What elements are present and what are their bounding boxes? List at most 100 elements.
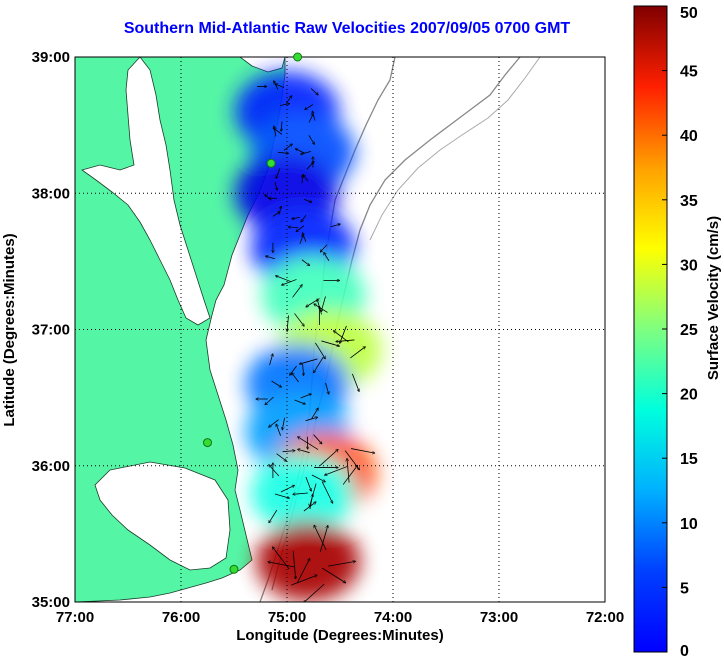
velocity-vector [279,104,289,106]
velocity-vector [301,215,307,222]
velocity-vector [285,96,292,104]
radar-station-marker [203,438,212,448]
x-tick-label: 77:00 [56,609,94,626]
velocity-vector [300,358,318,364]
colorbar-tick-label: 0 [680,643,689,659]
colorbar-tick-label: 5 [680,580,689,597]
radar-station-marker [293,52,303,62]
velocity-vector [304,583,325,602]
velocity-vector [319,526,328,553]
velocity-vector [305,476,311,491]
x-tick-label: 74:00 [374,609,412,626]
velocity-vector [265,396,274,405]
velocity-vector [296,225,305,232]
velocity-vector [311,474,325,482]
x-tick-label: 76:00 [162,609,200,626]
isobath-line [369,57,541,241]
velocity-vector [280,485,294,493]
velocity-vector [266,256,276,260]
velocity-vector [319,450,338,466]
velocity-vector [308,135,315,144]
velocity-vector [296,559,310,584]
colorbar-label: Surface Velocity (cm/s) [705,216,722,380]
velocity-vector [273,547,290,570]
velocity-vector [310,88,318,95]
colorbar-tick-label: 50 [680,5,698,22]
velocity-vector [330,224,340,228]
velocity-vector [274,126,277,137]
velocity-vector [328,561,355,567]
velocity-vector [281,121,282,132]
velocity-vector [301,259,310,266]
velocity-vector [287,315,288,331]
colorbar-tick-label: 10 [680,516,698,533]
radar-station-marker [229,564,239,574]
velocity-vector [295,149,306,154]
velocity-vector [303,502,316,512]
velocity-vector [265,195,272,201]
y-tick-label: 38:00 [32,185,70,202]
velocity-vector [271,380,282,387]
velocity-vector [283,144,292,151]
velocity-vector [342,465,357,485]
velocity-vector [290,365,297,375]
colorbar-tick-label: 15 [680,451,698,468]
y-tick-label: 35:00 [32,594,70,611]
velocity-vector [292,217,301,219]
colorbar-tick-label: 40 [680,128,698,145]
velocity-vector [305,417,318,422]
velocity-vector [288,227,298,228]
x-tick-label: 72:00 [586,609,624,626]
velocity-vector [321,481,333,504]
colorbar [633,5,668,653]
velocity-vector [314,525,327,551]
velocity-vector [334,331,349,343]
velocity-vector [305,104,314,110]
delaware-bay [239,57,286,73]
velocity-vector [269,354,273,366]
velocity-vector [308,114,313,123]
velocity-vector [314,356,324,373]
velocity-vector [274,81,279,90]
x-axis-label: Longitude (Degrees:Minutes) [236,627,444,644]
velocity-vector [276,276,291,282]
velocity-vector [294,399,306,404]
velocity-vector [324,253,330,261]
y-tick-label: 37:00 [32,322,70,339]
velocity-vector [301,150,312,154]
velocity-vector [300,394,312,399]
velocity-vector [321,340,339,346]
y-axis-label: Latitude (Degrees:Minutes) [1,233,18,426]
velocity-vector [269,509,278,523]
velocity-vector [298,449,310,454]
plot-frame [74,56,606,603]
velocity-vector [269,419,279,427]
velocity-vector [282,417,285,430]
velocity-vector [351,448,375,454]
velocity-vector [320,244,328,252]
velocity-vector [325,466,348,476]
colorbar-tick-label: 35 [680,193,698,210]
pamlico-sound [94,461,231,571]
velocity-vector [340,325,347,343]
y-tick-label: 39:00 [32,49,70,66]
velocity-vector [325,382,329,394]
y-tick-label: 36:00 [32,458,70,475]
velocity-vector [321,296,326,311]
colorbar-tick-label: 45 [680,64,698,81]
velocity-vector [269,465,280,477]
velocity-vector [276,168,281,178]
colorbar-tick-label: 25 [680,322,698,339]
radar-station-marker [266,158,276,168]
x-tick-label: 75:00 [268,609,306,626]
velocity-vector [275,84,285,88]
velocity-vector [291,575,317,586]
velocity-vector [350,347,365,359]
velocity-vector [352,373,359,391]
velocity-vector [294,313,305,326]
velocity-vector [347,459,350,483]
velocity-vector [303,363,304,375]
velocity-vector [298,437,319,450]
velocity-vector [282,279,297,285]
velocity-vector [274,182,277,190]
